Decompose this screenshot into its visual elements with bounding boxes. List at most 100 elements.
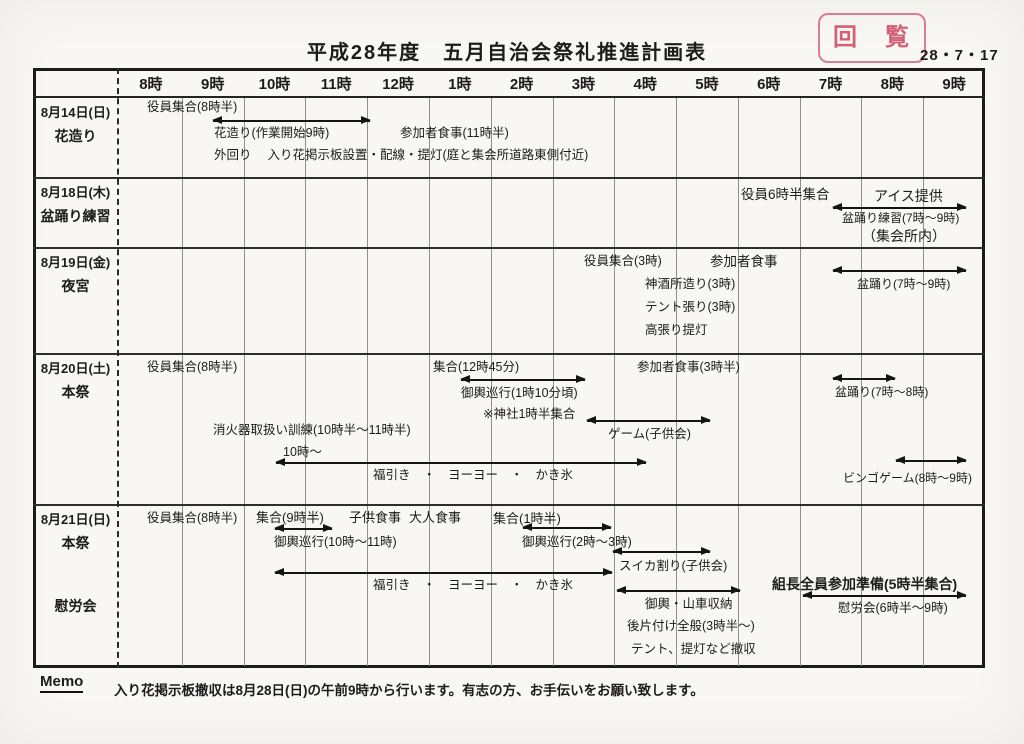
schedule-annotation: 盆踊り(7時～8時) <box>835 385 929 399</box>
memo-label: Memo <box>40 673 84 693</box>
time-header: 8時 <box>139 76 163 93</box>
schedule-span-arrow <box>274 524 333 533</box>
schedule-span-arrow <box>616 586 741 595</box>
time-header: 8時 <box>880 76 904 93</box>
row-divider <box>33 504 985 506</box>
row-name-label: 盆踊り練習 <box>40 208 111 224</box>
schedule-annotation: （集会所内） <box>862 228 946 244</box>
schedule-annotation: 慰労会(6時半～9時) <box>838 601 948 615</box>
schedule-annotation: テント張り(3時) <box>645 300 736 314</box>
schedule-annotation: 外回り 入り花掲示板設置・配線・提灯(庭と集会所道路東側付近) <box>214 148 589 162</box>
schedule-annotation: 福引き ・ ヨーヨー ・ かき氷 <box>373 578 574 592</box>
time-header: 4時 <box>633 76 657 93</box>
schedule-span-arrow <box>275 458 647 467</box>
row-name-label: 本祭 <box>61 384 90 400</box>
schedule-span-arrow <box>460 375 586 384</box>
schedule-annotation: 参加者食事(3時半) <box>637 360 740 374</box>
hour-gridline <box>614 98 616 666</box>
schedule-span-arrow <box>802 591 967 600</box>
time-header: 9時 <box>942 76 966 93</box>
hour-gridline <box>428 98 430 666</box>
schedule-annotation: 子供食事 <box>349 510 402 525</box>
schedule-annotation: 後片付け全般(3時半～) <box>627 619 755 633</box>
schedule-span-arrow <box>895 456 967 465</box>
time-header: 5時 <box>695 76 719 93</box>
schedule-span-arrow <box>832 374 896 383</box>
time-header: 6時 <box>757 76 781 93</box>
schedule-annotation: 御輿巡行(2時～3時) <box>522 535 632 549</box>
schedule-annotation: 神酒所造り(3時) <box>645 277 736 291</box>
schedule-annotation: 参加者食事(11時半) <box>400 126 509 140</box>
row-extra-label: 慰労会 <box>54 598 97 614</box>
time-header: 1時 <box>448 76 472 93</box>
schedule-span-arrow <box>522 523 612 532</box>
time-header: 10時 <box>258 76 291 93</box>
row-date-label: 8月19日(金) <box>40 255 111 270</box>
schedule-annotation: 福引き ・ ヨーヨー ・ かき氷 <box>373 468 574 482</box>
kairan-stamp: 回 覧 <box>818 13 926 63</box>
hour-gridline <box>799 98 801 666</box>
schedule-annotation: 参加者食事 <box>710 254 778 269</box>
schedule-annotation: ビンゴゲーム(8時～9時) <box>843 471 972 485</box>
time-header: 12時 <box>382 76 414 93</box>
schedule-annotation: 盆踊り練習(7時～9時) <box>842 211 960 225</box>
row-divider <box>33 353 985 355</box>
label-column-divider <box>117 68 119 668</box>
schedule-annotation: 御輿・山車収納 <box>645 597 733 611</box>
row-date-label: 8月20日(土) <box>40 361 111 376</box>
schedule-span-arrow <box>212 116 371 125</box>
memo-text: 入り花掲示板撤収は8月28日(日)の午前9時から行います。有志の方、お手伝いをお… <box>114 683 704 698</box>
schedule-span-arrow <box>274 568 613 577</box>
schedule-annotation: 大人食事 <box>409 510 462 525</box>
schedule-annotation: 高張り提灯 <box>645 323 708 337</box>
row-name-label: 花造り <box>54 128 97 144</box>
schedule-annotation: ゲーム(子供会) <box>608 427 691 441</box>
schedule-span-arrow <box>586 416 711 425</box>
schedule-annotation: 花造り(作業開始9時) <box>214 126 330 140</box>
row-date-label: 8月21日(日) <box>40 512 111 527</box>
hour-gridline <box>676 98 678 666</box>
row-name-label: 夜宮 <box>61 278 90 294</box>
time-header: 3時 <box>571 76 596 93</box>
hour-gridline <box>552 98 554 666</box>
schedule-annotation: テント、提灯など撤収 <box>631 642 756 656</box>
schedule-annotation: 役員集合(3時) <box>584 254 662 268</box>
schedule-annotation: 集合(12時45分) <box>433 360 520 374</box>
schedule-annotation: 10時～ <box>283 445 322 459</box>
schedule-span-arrow <box>832 266 967 275</box>
schedule-annotation: 役員集合(8時半) <box>147 511 238 525</box>
schedule-annotation: 組長全員参加準備(5時半集合) <box>772 576 958 592</box>
hour-gridline <box>737 98 739 666</box>
header-divider <box>33 96 985 98</box>
hour-gridline <box>861 98 863 666</box>
schedule-table-frame <box>33 68 985 668</box>
schedule-annotation: 御輿巡行(10時～11時) <box>274 535 397 549</box>
schedule-annotation: 集合(9時半) <box>256 510 324 525</box>
hour-gridline <box>181 98 183 666</box>
time-header: 7時 <box>818 76 843 93</box>
row-date-label: 8月18日(木) <box>40 185 111 200</box>
row-date-label: 8月14日(日) <box>40 105 111 120</box>
schedule-annotation: 役員集合(8時半) <box>147 360 238 374</box>
hour-gridline <box>490 98 492 666</box>
scan-date: 28・7・17 <box>920 47 999 64</box>
schedule-span-arrow <box>832 203 967 212</box>
schedule-annotation: ※神社1時半集合 <box>483 407 576 421</box>
schedule-annotation: 役員6時半集合 <box>741 187 830 202</box>
kairan-stamp-label: 回 覧 <box>833 24 911 51</box>
row-divider <box>33 177 985 179</box>
schedule-annotation: 御輿巡行(1時10分頃) <box>461 386 578 400</box>
row-divider <box>33 247 985 249</box>
time-header: 2時 <box>509 76 534 93</box>
schedule-annotation: 集合(1時半) <box>493 511 561 526</box>
schedule-annotation: 盆踊り(7時～9時) <box>857 277 951 291</box>
page-title: 平成28年度 五月自治会祭礼推進計画表 <box>306 42 708 64</box>
hour-gridline <box>923 98 925 666</box>
schedule-span-arrow <box>612 547 711 556</box>
schedule-annotation: 役員集合(8時半) <box>147 100 238 114</box>
schedule-annotation: 消火器取扱い訓練(10時半～11時半) <box>213 423 411 437</box>
hour-gridline <box>367 98 369 666</box>
time-header: 9時 <box>201 76 225 93</box>
hour-gridline <box>243 98 245 666</box>
